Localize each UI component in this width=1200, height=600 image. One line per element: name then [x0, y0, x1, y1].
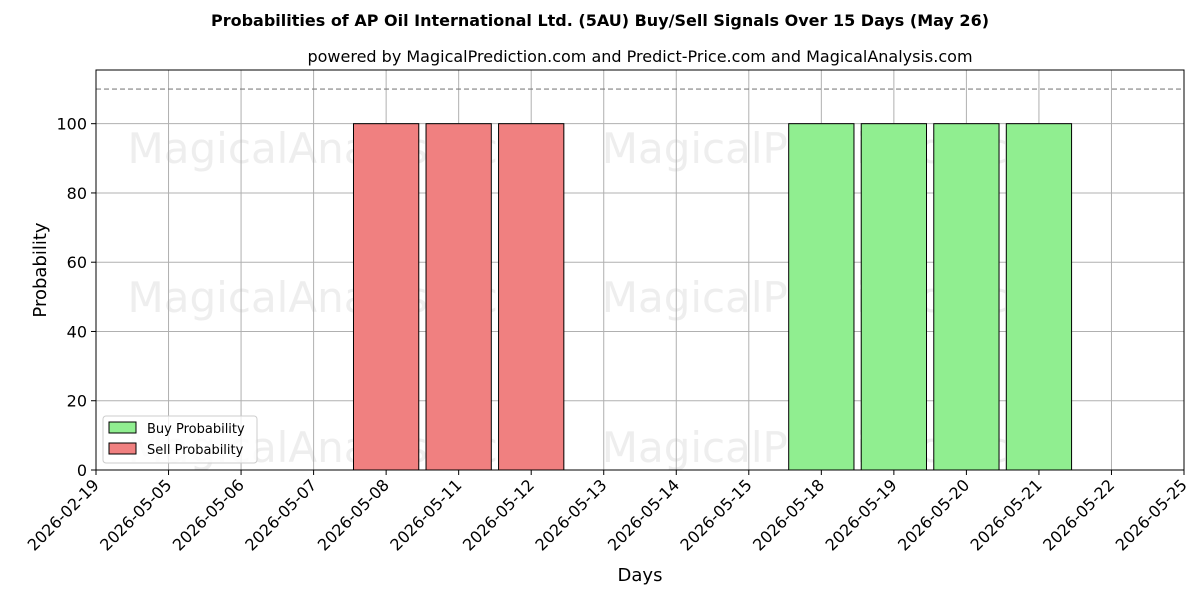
x-tick-label: 2026-05-21	[967, 475, 1046, 554]
sell-bar	[425, 123, 492, 471]
y-tick-label: 0	[77, 461, 87, 480]
plot-frame	[95, 69, 1185, 471]
x-tick-label: 2026-05-22	[1039, 475, 1118, 554]
chart-subtitle: powered by MagicalPrediction.com and Pre…	[307, 47, 972, 66]
legend-buy-swatch	[108, 421, 137, 434]
legend-sell-swatch	[108, 442, 137, 455]
sell-bar	[352, 123, 420, 471]
x-tick-label: 2026-05-25	[1112, 475, 1191, 554]
x-tick-label: 2026-05-11	[386, 475, 465, 554]
x-tick-label: 2026-05-13	[531, 475, 610, 554]
x-tick-label: 2026-05-06	[169, 475, 248, 554]
legend-buy-label: Buy Probability	[147, 422, 245, 437]
x-tick-label: 2026-05-08	[314, 475, 393, 554]
x-tick-label: 2026-05-12	[459, 475, 538, 554]
chart-title: Probabilities of AP Oil International Lt…	[211, 11, 989, 30]
legend: Buy Probability Sell Probability	[102, 415, 258, 464]
buy-bar	[860, 123, 928, 471]
legend-sell-label: Sell Probability	[147, 443, 244, 458]
watermark-layer: MagicalAnalysis.comMagicalPrediction.com…	[128, 124, 1075, 472]
y-tick-label: 80	[67, 184, 87, 203]
sell-bar	[498, 123, 565, 471]
x-tick-label: 2026-05-14	[604, 475, 683, 554]
bar-layer	[352, 123, 1073, 471]
y-axis-label: Probability	[30, 222, 51, 317]
y-tick-label: 40	[67, 322, 87, 341]
buy-bar	[933, 123, 1000, 471]
legend-box	[102, 415, 258, 464]
x-axis: 2026-02-192026-05-052026-05-062026-05-07…	[24, 470, 1191, 555]
y-tick-label: 100	[56, 115, 87, 134]
x-tick-label: 2026-05-07	[241, 475, 320, 554]
y-axis: 0 20 40 60 80 100	[56, 115, 96, 480]
buy-bar	[1005, 123, 1073, 471]
x-tick-label: 2026-02-19	[24, 475, 103, 554]
x-axis-label: Days	[618, 565, 663, 586]
x-tick-label: 2026-05-20	[894, 475, 973, 554]
buy-bar	[788, 123, 855, 471]
y-tick-label: 20	[67, 392, 87, 411]
x-tick-label: 2026-05-05	[96, 475, 175, 554]
y-tick-label: 60	[67, 253, 87, 272]
x-tick-label: 2026-05-15	[676, 475, 755, 554]
x-tick-label: 2026-05-19	[822, 475, 901, 554]
x-tick-label: 2026-05-18	[749, 475, 828, 554]
